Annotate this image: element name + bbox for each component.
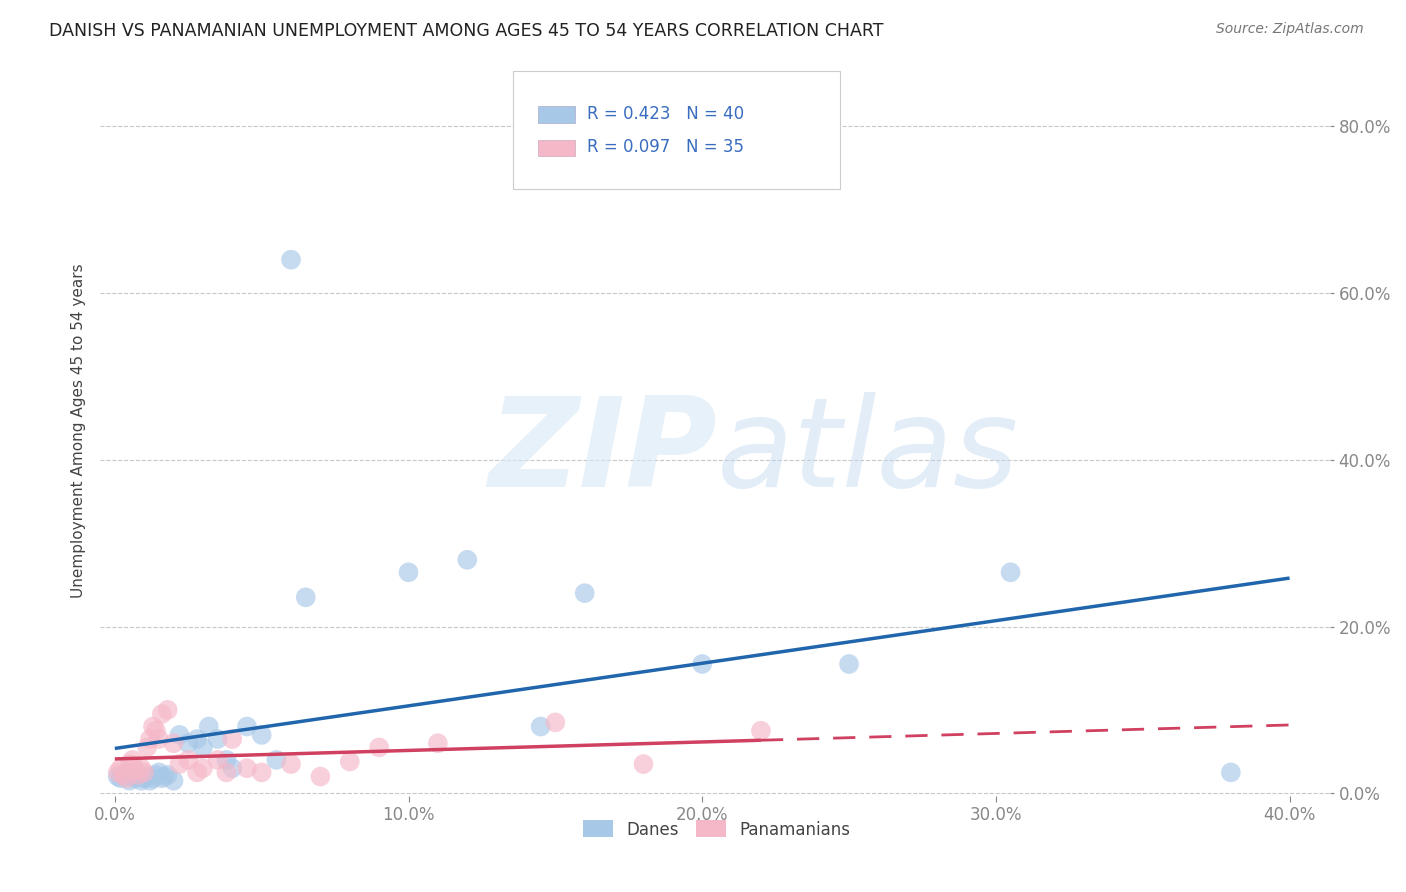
Point [177,753,200,767]
Point [127,768,149,782]
Point [118,757,141,772]
FancyBboxPatch shape [513,70,841,189]
Point [124,763,146,777]
Point [148,732,170,747]
Point [250,728,273,742]
Point [368,740,391,755]
Point [186,732,208,747]
Point [207,753,229,767]
Point [124,771,146,785]
Point [148,765,170,780]
Point [309,770,332,784]
Point [191,761,214,775]
Point [110,761,132,775]
Point [690,657,713,671]
Point [115,771,138,785]
Point [136,740,159,755]
FancyBboxPatch shape [538,140,575,156]
FancyBboxPatch shape [538,106,575,123]
Point [236,720,259,734]
Point [215,765,238,780]
Point [129,773,152,788]
Point [215,753,238,767]
Point [236,761,259,775]
Point [398,566,420,580]
Point [339,755,361,769]
Point [145,768,167,782]
Point [456,553,478,567]
Point [107,770,129,784]
Point [139,732,162,747]
Point [207,732,229,747]
Point [221,732,243,747]
Point [153,770,176,784]
Point [426,736,449,750]
Point [1219,765,1241,780]
Point [145,723,167,738]
Legend: Danes, Panamanians: Danes, Panamanians [576,814,858,846]
Point [250,765,273,780]
Point [121,770,143,784]
Point [169,757,191,772]
Point [118,773,141,788]
Point [633,757,655,772]
Y-axis label: Unemployment Among Ages 45 to 54 years: Unemployment Among Ages 45 to 54 years [72,263,86,598]
Point [838,657,860,671]
Text: ZIP: ZIP [488,392,717,514]
Point [169,728,191,742]
Point [191,740,214,755]
Point [112,768,135,782]
Point [107,765,129,780]
Point [221,761,243,775]
Point [162,736,184,750]
Point [177,736,200,750]
Point [115,765,138,780]
Text: R = 0.097   N = 35: R = 0.097 N = 35 [588,138,744,156]
Text: DANISH VS PANAMANIAN UNEMPLOYMENT AMONG AGES 45 TO 54 YEARS CORRELATION CHART: DANISH VS PANAMANIAN UNEMPLOYMENT AMONG … [49,22,884,40]
Point [129,761,152,775]
Point [544,715,567,730]
Point [186,765,208,780]
Point [139,773,162,788]
Point [150,771,173,785]
Point [266,753,288,767]
Text: atlas: atlas [717,392,1019,514]
Point [142,771,165,785]
Point [1000,566,1022,580]
Point [110,771,132,785]
Point [162,773,184,788]
Point [294,591,316,605]
Point [156,703,179,717]
Point [136,770,159,784]
Point [198,720,221,734]
Point [749,723,772,738]
Point [134,765,156,780]
Point [134,771,156,785]
Point [150,706,173,721]
Point [530,720,553,734]
Point [112,768,135,782]
Point [142,720,165,734]
Text: R = 0.423   N = 40: R = 0.423 N = 40 [588,104,745,123]
Point [574,586,596,600]
Text: Source: ZipAtlas.com: Source: ZipAtlas.com [1216,22,1364,37]
Point [127,768,149,782]
Point [156,768,179,782]
Point [121,753,143,767]
Point [280,757,302,772]
Point [280,252,302,267]
